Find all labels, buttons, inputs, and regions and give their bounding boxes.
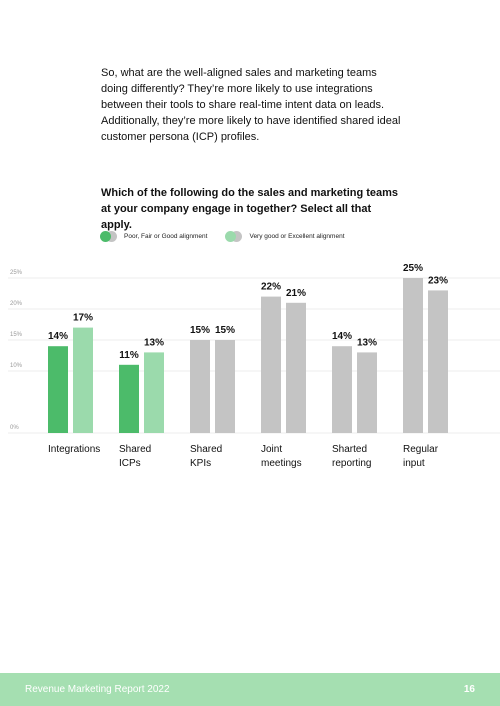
legend-item-very-good-excellent: Very good or Excellent alignment [225, 230, 345, 242]
bar [73, 327, 93, 433]
data-label: 13% [144, 337, 164, 348]
y-tick-label: 20% [10, 301, 23, 307]
y-tick-label: 15% [10, 332, 23, 338]
bar [190, 340, 210, 433]
category-label: Sharted reporting [332, 444, 371, 469]
category-label: Joint meetings [261, 444, 302, 469]
page-number: 16 [463, 684, 475, 695]
bar [428, 290, 448, 433]
data-label: 14% [48, 331, 68, 342]
page-footer: Revenue Marketing Report 2022 16 [0, 673, 500, 706]
bar-chart: 0% 10% 15% 20% 25% 14% 17% Integrations 11% 13% Sh… [8, 263, 500, 469]
legend-item-poor-fair-good: Poor, Fair or Good alignment [100, 230, 208, 242]
data-label: 21% [286, 288, 306, 299]
data-label: 23% [428, 275, 448, 286]
y-tick-label: 25% [10, 270, 23, 276]
legend-swatch-a [100, 230, 111, 242]
bar [286, 302, 306, 433]
footer-title: Revenue Marketing Report 2022 [25, 684, 170, 695]
data-label: 22% [261, 282, 281, 293]
category-label: Regular input [403, 444, 439, 469]
category-label: Shared ICPs [119, 444, 151, 469]
data-label: 25% [403, 263, 423, 274]
data-label: 15% [215, 325, 235, 336]
legend-swatch-icon [100, 230, 118, 242]
data-label: 15% [190, 325, 210, 336]
category-label: Shared KPIs [190, 444, 222, 469]
data-label: 17% [73, 313, 93, 324]
y-tick-label: 0% [10, 425, 19, 431]
bar [215, 340, 235, 433]
bar [332, 346, 352, 433]
data-label: 11% [119, 350, 139, 361]
y-tick-label: 10% [10, 363, 23, 369]
legend-label: Poor, Fair or Good alignment [124, 232, 208, 240]
bar [357, 352, 377, 433]
data-label: 14% [332, 331, 352, 342]
legend-swatch-b [225, 230, 237, 242]
bar [119, 364, 139, 433]
bar [144, 352, 164, 433]
legend-swatch-icon [225, 230, 243, 242]
bar [261, 296, 281, 433]
category-label: Integrations [48, 444, 100, 455]
intro-paragraph: So, what are the well-aligned sales and … [101, 67, 401, 143]
legend-label: Very good or Excellent alignment [249, 232, 345, 240]
data-label: 13% [357, 337, 377, 348]
bar [403, 278, 423, 433]
bar [48, 346, 68, 433]
chart-legend: Poor, Fair or Good alignment Very good o… [100, 230, 363, 242]
chart-question: Which of the following do the sales and … [101, 187, 399, 231]
